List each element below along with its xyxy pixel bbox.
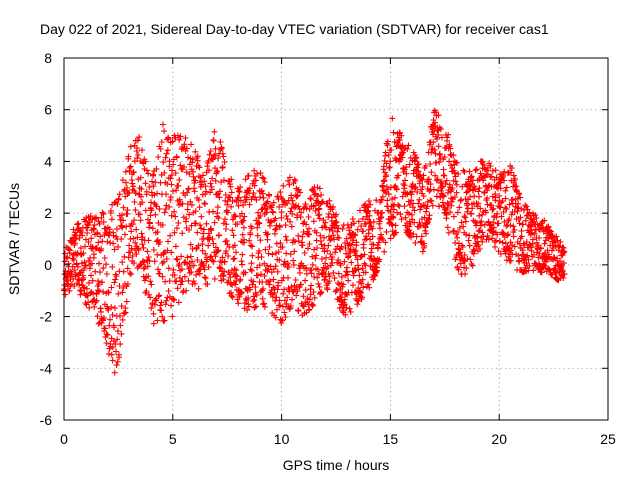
data-points [61,107,568,376]
x-tick-label: 0 [60,431,68,447]
plot-frame [63,57,609,421]
x-tick-label: 5 [169,431,177,447]
y-tick-label: 0 [44,257,52,273]
y-tick-label: 4 [44,153,52,169]
sdtvar-markers [61,107,568,376]
x-tick-labels: 0 5 10 15 20 25 [60,431,616,447]
x-tick-label: 25 [600,431,616,447]
y-axis-label: SDTVAR / TECUs [6,183,22,295]
grid-lines [64,58,608,420]
x-tick-label: 10 [274,431,290,447]
axis-ticks [63,57,609,421]
y-tick-label: -4 [40,360,53,376]
y-tick-label: 2 [44,205,52,221]
x-tick-label: 20 [491,431,507,447]
y-tick-label: 6 [44,102,52,118]
x-tick-label: 15 [383,431,399,447]
chart-title: Day 022 of 2021, Sidereal Day-to-day VTE… [40,21,549,37]
y-tick-label: -6 [40,412,53,428]
y-tick-labels: -6 -4 -2 0 2 4 6 8 [40,50,53,428]
y-tick-label: -2 [40,309,53,325]
y-tick-label: 8 [44,50,52,66]
x-axis-label: GPS time / hours [283,457,390,473]
